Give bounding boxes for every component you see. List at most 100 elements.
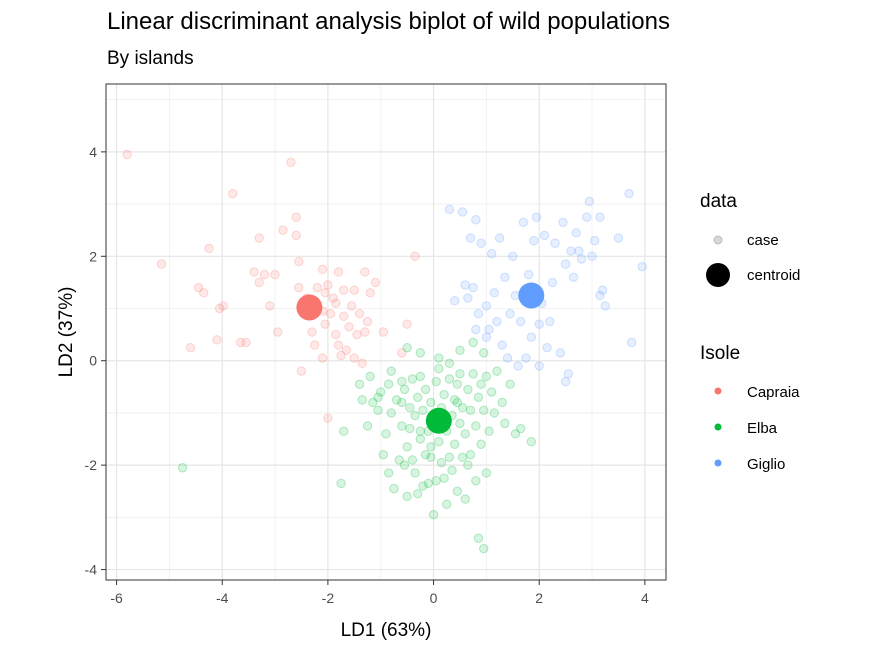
capraia-case-point	[378, 327, 389, 337]
giglio-case-point	[529, 235, 539, 246]
giglio-case-point	[523, 269, 534, 280]
giglio-case-point	[489, 288, 500, 298]
capraia-case-point	[307, 327, 317, 337]
capraia-case-point	[270, 269, 280, 280]
capraia-case-point	[360, 327, 370, 337]
legend-elba-label: Elba	[747, 420, 778, 437]
elba-case-point	[471, 421, 481, 431]
giglio-case-point	[531, 212, 542, 222]
giglio-case-point	[589, 235, 600, 246]
capraia-case-point	[241, 337, 251, 348]
elba-case-point	[386, 366, 396, 376]
capraia-case-point	[259, 269, 270, 280]
elba-case-point	[336, 478, 346, 489]
elba-case-point	[476, 379, 486, 389]
elba-case-point	[455, 369, 465, 379]
capraia-case-point	[296, 366, 307, 376]
elba-case-point	[381, 429, 391, 439]
elba-case-point	[497, 397, 507, 408]
elba-case-point	[444, 358, 455, 369]
x-tick-label: 4	[641, 590, 649, 606]
elba-case-point	[412, 489, 423, 499]
capraia-case-point	[291, 212, 301, 222]
legend-case-key	[713, 235, 723, 245]
capraia-case-point	[357, 358, 367, 369]
elba-case-point	[423, 478, 433, 489]
capraia-case-point	[410, 251, 420, 261]
elba-case-point	[457, 403, 468, 413]
elba-case-point	[486, 387, 497, 397]
capraia-case-point	[346, 301, 357, 311]
elba-case-point	[426, 442, 436, 452]
elba-case-point	[402, 442, 412, 452]
giglio-case-point	[545, 316, 555, 327]
capraia-case-point	[278, 225, 288, 235]
giglio-case-point	[595, 290, 605, 301]
y-tick-label: -4	[85, 562, 98, 578]
elba-case-point	[412, 392, 423, 402]
elba-case-point	[526, 436, 536, 447]
capraia-case-point	[286, 157, 296, 168]
elba-case-point	[452, 379, 463, 389]
legend-elba-key	[714, 423, 722, 431]
giglio-case-point	[518, 217, 529, 228]
elba-case-point	[383, 379, 394, 389]
giglio-case-point	[449, 295, 460, 306]
capraia-case-point	[349, 285, 360, 295]
giglio-case-point	[637, 262, 647, 272]
x-tick-label: 0	[430, 590, 438, 606]
elba-case-point	[373, 392, 383, 402]
giglio-case-point	[626, 337, 637, 348]
elba-case-point	[439, 473, 449, 483]
y-tick-label: 2	[89, 248, 97, 264]
capraia-case-point	[317, 353, 328, 363]
elba-case-point	[492, 366, 502, 376]
giglio-case-point	[566, 246, 576, 256]
capraia-case-point	[349, 353, 360, 363]
elba-case-point	[449, 395, 460, 405]
x-axis: -6 -4 -2 0 2 4	[110, 580, 649, 606]
giglio-case-point	[444, 204, 455, 215]
capraia-case-point	[352, 329, 362, 340]
giglio-case-point	[526, 332, 536, 342]
giglio-case-point	[550, 238, 560, 248]
elba-case-point	[407, 374, 418, 384]
legend-group-title: Isole	[700, 343, 740, 364]
elba-case-point	[473, 392, 484, 402]
legend-centroid-key	[706, 263, 730, 287]
capraia-case-point	[397, 348, 407, 358]
capraia-case-point	[339, 311, 349, 322]
y-tick-label: -2	[85, 457, 98, 473]
giglio-case-point	[516, 316, 526, 327]
elba-case-point	[434, 363, 444, 374]
giglio-case-point	[465, 233, 476, 243]
elba-case-point	[362, 421, 373, 431]
capraia-case-point	[156, 259, 167, 269]
elba-case-point	[378, 449, 389, 460]
capraia-centroid	[296, 294, 323, 321]
capraia-case-point	[362, 316, 373, 327]
capraia-case-point	[339, 285, 349, 295]
elba-case-point	[354, 379, 365, 389]
elba-case-point	[391, 395, 402, 405]
elba-case-point	[434, 353, 444, 363]
giglio-case-point	[457, 207, 468, 217]
elba-case-point	[426, 452, 436, 463]
elba-case-point	[402, 491, 412, 502]
giglio-case-point	[597, 285, 608, 295]
capraia-case-point	[341, 345, 352, 355]
elba-case-point	[402, 342, 412, 353]
x-tick-label: -4	[216, 590, 229, 606]
elba-case-point	[457, 452, 468, 463]
capraia-case-point	[317, 264, 328, 275]
capraia-case-point	[325, 309, 336, 319]
elba-case-point	[476, 439, 486, 449]
legend-giglio-key	[714, 459, 722, 467]
panel-border	[105, 83, 667, 581]
elba-case-point	[455, 418, 465, 429]
capraia-case-point	[323, 413, 333, 423]
giglio-case-point	[484, 324, 494, 335]
capraia-case-point	[249, 267, 259, 277]
capraia-case-point	[309, 340, 320, 350]
elba-case-point	[473, 533, 484, 543]
